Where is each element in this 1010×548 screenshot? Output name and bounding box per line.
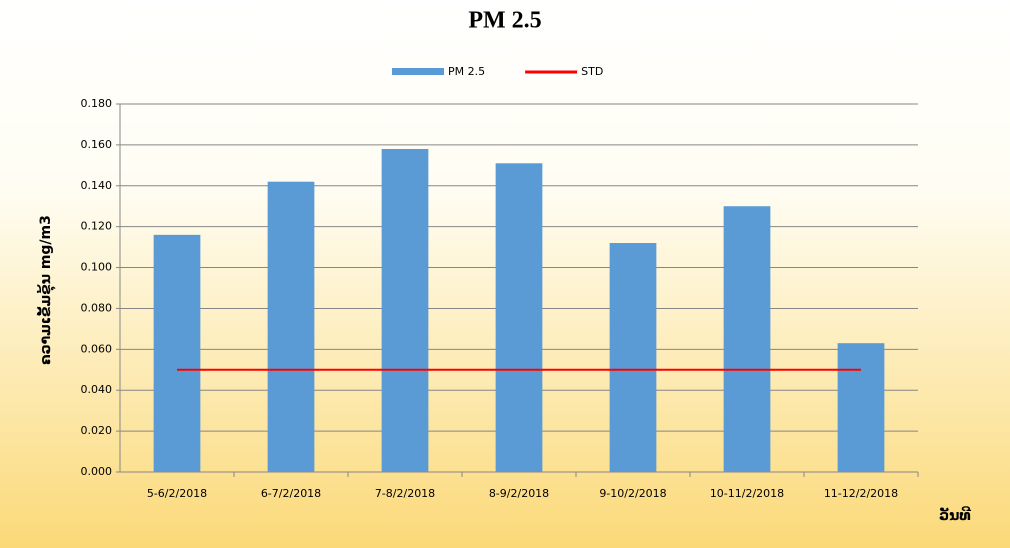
y-tick-label: 0.100 <box>81 261 113 274</box>
legend-label: STD <box>581 65 603 78</box>
y-tick-label: 0.000 <box>81 465 113 478</box>
bar <box>381 148 429 472</box>
chart-title: PM 2.5 <box>468 8 541 34</box>
y-axis-title: ຄວາມເຂັ້ມຂຸ້ນ mg/m3 <box>36 215 56 365</box>
y-tick-label: 0.180 <box>81 97 113 110</box>
bar <box>495 163 543 473</box>
y-tick-label: 0.060 <box>81 342 113 355</box>
x-tick-label: 10-11/2/2018 <box>710 487 784 500</box>
y-tick-label: 0.080 <box>81 301 113 314</box>
y-tick-label: 0.020 <box>81 424 113 437</box>
bar <box>153 234 201 472</box>
y-tick-label: 0.120 <box>81 220 113 233</box>
legend-label: PM 2.5 <box>448 65 485 78</box>
y-tick-label: 0.040 <box>81 383 113 396</box>
x-tick-label: 9-10/2/2018 <box>599 487 666 500</box>
x-axis-title: ວັນທີ <box>939 506 972 524</box>
x-tick-label: 11-12/2/2018 <box>824 487 898 500</box>
y-tick-label: 0.140 <box>81 179 113 192</box>
x-tick-label: 8-9/2/2018 <box>489 487 549 500</box>
x-tick-label: 7-8/2/2018 <box>375 487 435 500</box>
y-tick-label: 0.160 <box>81 138 113 151</box>
bar <box>837 343 885 472</box>
legend-swatch <box>392 68 444 75</box>
bar <box>267 181 315 472</box>
bar <box>609 243 657 472</box>
x-tick-label: 6-7/2/2018 <box>261 487 321 500</box>
bar <box>723 206 771 472</box>
x-tick-label: 5-6/2/2018 <box>147 487 207 500</box>
